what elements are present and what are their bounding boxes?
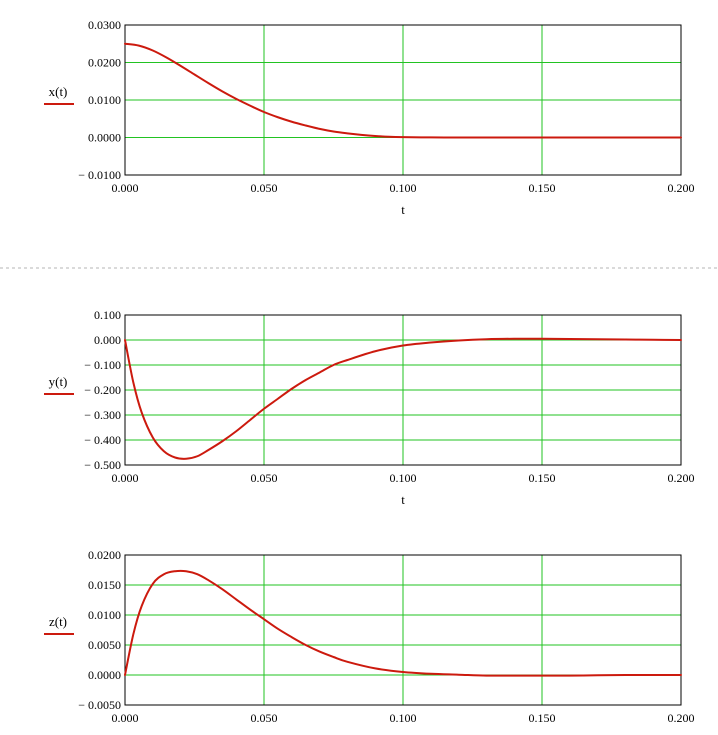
y-tick-label: 0.0050 (88, 638, 121, 652)
x-tick-label: 0.200 (668, 471, 695, 485)
y-axis-label: z(t) (49, 614, 67, 629)
x-tick-label: 0.050 (251, 711, 278, 725)
y-tick-label: 0.0150 (88, 578, 121, 592)
series-line-1 (124, 42, 682, 139)
x-tick-label: 0.200 (668, 181, 695, 195)
y-tick-label: − 0.200 (84, 383, 121, 397)
x-axis-label: t (401, 492, 405, 507)
y-axis-label: x(t) (49, 84, 68, 99)
y-tick-label: 0.0200 (88, 56, 121, 70)
y-tick-label: 0.0000 (88, 131, 121, 145)
y-tick-label: 0.100 (94, 308, 121, 322)
chart-2: 0.100 0.000 − 0.100 − 0.200 − 0.300 − 0.400 − … (44, 308, 695, 507)
x-tick-label: 0.150 (529, 711, 556, 725)
y-tick-label: − 0.0100 (78, 168, 121, 182)
y-tick-label: − 0.0050 (78, 698, 121, 712)
plot-frame (124, 314, 682, 466)
series-line-1 (124, 337, 682, 460)
y-tick-label: 0.0100 (88, 93, 121, 107)
x-tick-label: 0.150 (529, 471, 556, 485)
y-tick-label: 0.0300 (88, 18, 121, 32)
y-tick-label: 0.000 (94, 333, 121, 347)
y-tick-label: 0.0200 (88, 548, 121, 562)
y-tick-label: − 0.300 (84, 408, 121, 422)
x-tick-label: 0.100 (390, 711, 417, 725)
series-line-1 (124, 569, 682, 677)
y-axis-label: y(t) (49, 374, 68, 389)
x-tick-label: 0.000 (112, 711, 139, 725)
y-tick-label: 0.0000 (88, 668, 121, 682)
y-tick-label: − 0.400 (84, 433, 121, 447)
plot-frame (124, 24, 682, 176)
x-axis-label: t (401, 202, 405, 217)
plot-frame (124, 554, 682, 706)
x-tick-label: 0.150 (529, 181, 556, 195)
y-tick-label: − 0.500 (84, 458, 121, 472)
x-tick-label: 0.000 (112, 181, 139, 195)
y-tick-label: − 0.100 (84, 358, 121, 372)
x-tick-label: 0.000 (112, 471, 139, 485)
y-tick-label: 0.0100 (88, 608, 121, 622)
x-tick-label: 0.100 (390, 471, 417, 485)
x-tick-label: 0.050 (251, 181, 278, 195)
x-tick-label: 0.200 (668, 711, 695, 725)
x-tick-label: 0.050 (251, 471, 278, 485)
x-tick-label: 0.100 (390, 181, 417, 195)
